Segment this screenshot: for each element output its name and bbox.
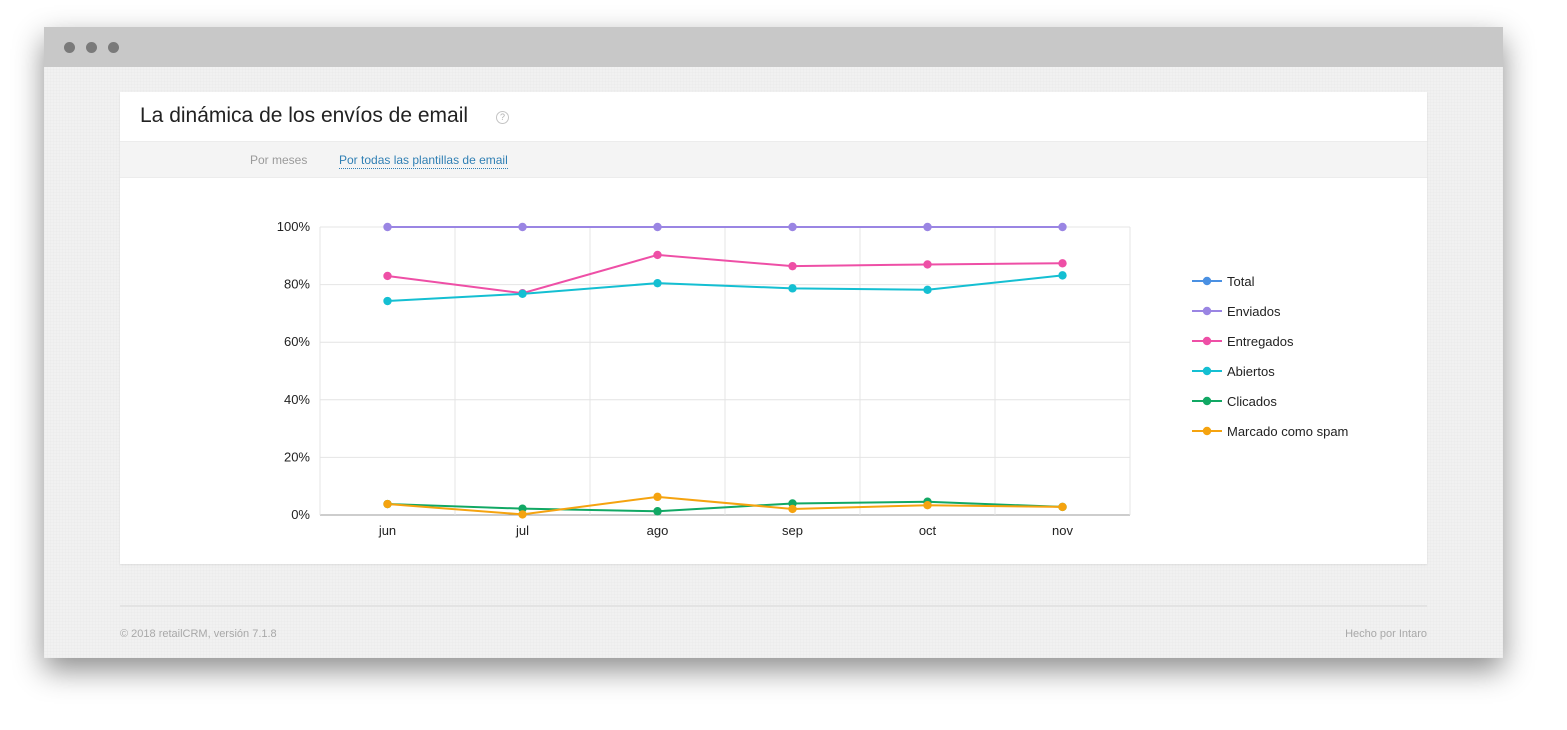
legend-item[interactable]: Abiertos (1227, 364, 1275, 379)
data-point[interactable] (518, 510, 527, 519)
data-point[interactable] (653, 222, 662, 232)
data-point[interactable] (923, 260, 932, 269)
footer-made-by[interactable]: Hecho por Intaro (1345, 628, 1427, 640)
data-point[interactable] (923, 222, 932, 232)
legend-marker-icon (1202, 366, 1212, 376)
legend-marker-icon (1202, 396, 1212, 406)
y-tick-label: 100% (277, 219, 311, 234)
filter-bar: Por meses Por todas las plantillas de em… (120, 141, 1427, 178)
data-point[interactable] (788, 284, 797, 293)
legend-item[interactable]: Clicados (1227, 394, 1277, 409)
y-tick-label: 0% (291, 507, 310, 522)
window-dot-icon[interactable] (64, 42, 75, 53)
data-point[interactable] (1058, 222, 1067, 232)
data-point[interactable] (1058, 271, 1067, 280)
legend-item[interactable]: Total (1227, 274, 1255, 289)
help-icon[interactable]: ? (496, 111, 509, 124)
footer-copyright: © 2018 retailCRM, versión 7.1.8 (120, 628, 277, 640)
window-dot-icon[interactable] (108, 42, 119, 53)
card-title: La dinámica de los envíos de email (140, 104, 469, 127)
period-filter[interactable]: Por meses (250, 153, 308, 167)
data-point[interactable] (1058, 259, 1067, 268)
data-point[interactable] (788, 504, 797, 514)
x-tick-label: jun (378, 523, 396, 538)
data-point[interactable] (788, 261, 797, 271)
data-point[interactable] (518, 222, 527, 232)
data-point[interactable] (383, 499, 392, 509)
series-line-clicados (387, 500, 1063, 513)
y-tick-label: 60% (284, 334, 310, 349)
y-tick-label: 20% (284, 449, 310, 464)
legend-item[interactable]: Enviados (1227, 304, 1281, 319)
data-point[interactable] (653, 507, 662, 516)
data-point[interactable] (653, 278, 662, 288)
y-tick-label: 40% (284, 392, 310, 407)
x-tick-label: sep (782, 523, 803, 538)
legend-marker-icon (1202, 426, 1212, 436)
data-point[interactable] (518, 289, 527, 299)
email-dynamics-chart: 0% 20% 40% 60% 80% 100% jun jul ago sep oct nov Tota… (277, 219, 1349, 538)
series-line-abiertos (387, 274, 1063, 303)
x-tick-label: oct (919, 523, 937, 538)
data-point[interactable] (383, 222, 392, 232)
window-dot-icon[interactable] (86, 42, 97, 53)
page-content: La dinámica de los envíos de email ? Por… (44, 67, 1503, 658)
data-point[interactable] (923, 501, 932, 510)
footer-divider (120, 605, 1427, 607)
browser-window: La dinámica de los envíos de email ? Por… (44, 27, 1503, 658)
series-line-marcado-como-spam (387, 495, 1063, 516)
data-point[interactable] (653, 250, 662, 260)
data-point[interactable] (1058, 502, 1067, 512)
data-point[interactable] (923, 285, 932, 294)
window-titlebar (44, 27, 1503, 67)
data-point[interactable] (653, 492, 662, 502)
legend-marker-icon (1202, 276, 1212, 286)
x-tick-label: jul (515, 523, 529, 538)
x-tick-label: nov (1052, 523, 1073, 538)
x-tick-label: ago (647, 523, 669, 538)
legend-item[interactable]: Marcado como spam (1227, 424, 1348, 439)
templates-filter-link[interactable]: Por todas las plantillas de email (339, 153, 508, 169)
email-dynamics-card: La dinámica de los envíos de email ? Por… (120, 92, 1427, 564)
data-point[interactable] (788, 222, 797, 232)
legend-marker-icon (1202, 306, 1212, 316)
data-point[interactable] (518, 504, 527, 513)
data-point[interactable] (383, 296, 392, 306)
legend-item[interactable]: Entregados (1227, 334, 1294, 349)
data-point[interactable] (383, 271, 392, 281)
series-line-entregados (387, 253, 1063, 295)
y-tick-label: 80% (284, 277, 310, 292)
legend-marker-icon (1202, 336, 1212, 346)
